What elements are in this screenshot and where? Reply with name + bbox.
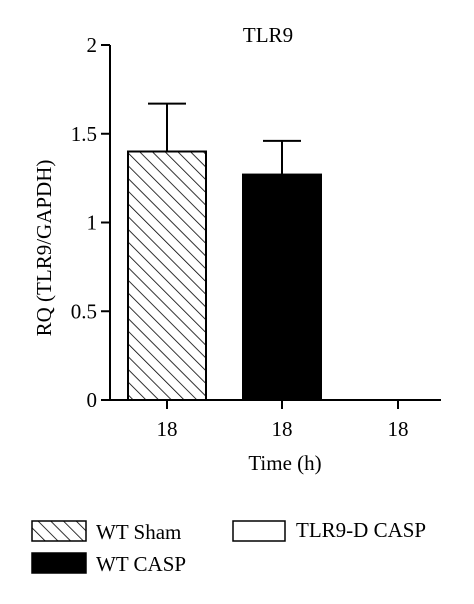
bar-wt-casp <box>242 173 322 401</box>
legend: WT Sham WT CASP TLR9-D CASP <box>31 518 426 576</box>
y-axis-label: RQ (TLR9/GAPDH) <box>32 160 56 337</box>
legend-swatch-wt-casp <box>31 552 87 574</box>
y-tick-label: 0.5 <box>71 299 97 323</box>
x-tick-label: 18 <box>388 417 409 441</box>
legend-label-wt-casp: WT CASP <box>96 552 186 576</box>
legend-item-wt-casp: WT CASP <box>31 552 186 576</box>
y-tick-label: 1 <box>87 211 98 235</box>
bar-wt-sham <box>127 150 207 401</box>
chart-title: TLR9 <box>243 23 293 47</box>
legend-label-tlr9-d-casp: TLR9-D CASP <box>296 518 426 542</box>
legend-label-wt-sham: WT Sham <box>96 520 181 544</box>
legend-swatch-tlr9-d-casp <box>232 520 286 542</box>
y-tick-label: 2 <box>87 33 98 57</box>
y-tick-label: 0 <box>87 388 98 412</box>
x-axis-label: Time (h) <box>248 451 321 475</box>
x-tick-label: 18 <box>272 417 293 441</box>
legend-swatch-wt-sham <box>31 520 87 542</box>
plot-area: 0 0.5 1 1.5 2 18 18 18 <box>71 33 441 441</box>
y-tick-label: 1.5 <box>71 122 97 146</box>
legend-item-tlr9-d-casp: TLR9-D CASP <box>232 518 426 542</box>
legend-item-wt-sham: WT Sham <box>31 520 181 544</box>
x-tick-label: 18 <box>157 417 178 441</box>
